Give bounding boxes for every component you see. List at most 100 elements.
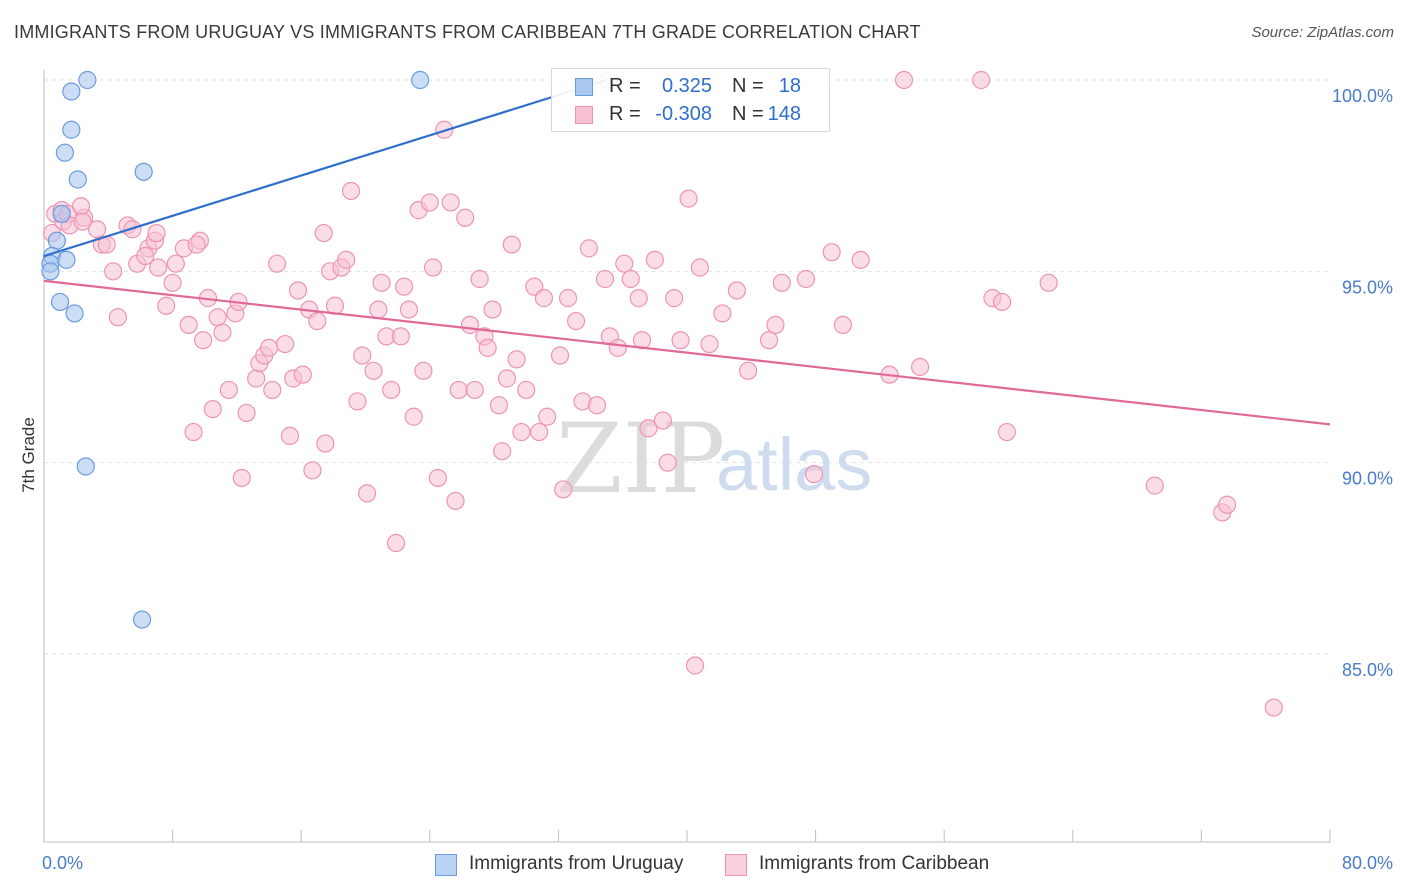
uruguay-point (52, 204, 71, 224)
caribbean-point (308, 311, 327, 331)
uruguay-point (41, 262, 60, 281)
uruguay-point (411, 70, 430, 90)
caribbean-point (530, 422, 549, 442)
caribbean-point (337, 250, 356, 269)
y-axis-label: 7th Grade (19, 417, 38, 493)
uruguay-point (68, 170, 87, 189)
r-label: R = (609, 103, 641, 125)
caribbean-point (157, 296, 176, 315)
n-label: N = (732, 103, 764, 125)
caribbean-point (554, 480, 573, 499)
r-value: -0.308 (655, 103, 712, 125)
caribbean-point (470, 269, 489, 289)
caribbean-point (587, 396, 607, 415)
uruguay-legend-swatch (435, 854, 457, 876)
caribbean-point (166, 254, 185, 273)
caribbean-point (759, 331, 779, 350)
caribbean-point (293, 365, 312, 384)
caribbean-point (71, 197, 91, 216)
caribbean-point (267, 254, 287, 273)
caribbean-point (108, 308, 128, 327)
uruguay-point (62, 82, 81, 101)
caribbean-point (822, 243, 841, 262)
caribbean-point (972, 70, 991, 90)
x-tick-label: 80.0% (1342, 853, 1393, 873)
caribbean-swatch (575, 106, 593, 124)
axes (43, 70, 1331, 843)
caribbean-point (538, 407, 557, 426)
caribbean-point (1264, 698, 1283, 717)
caribbean-point (391, 327, 410, 346)
caribbean-point (493, 442, 512, 461)
caribbean-point (104, 262, 123, 281)
caribbean-point (512, 422, 531, 442)
caribbean-point (894, 70, 914, 90)
uruguay-point (78, 70, 97, 90)
caribbean-point (348, 392, 367, 411)
caribbean-point (615, 254, 634, 273)
caribbean-point (369, 300, 388, 319)
caribbean-point (550, 346, 570, 365)
uruguay-legend-label: Immigrants from Uruguay (469, 853, 684, 874)
source-label: Source: ZipAtlas.com (1251, 24, 1394, 41)
caribbean-point (671, 331, 690, 350)
caribbean-point (558, 289, 578, 308)
caribbean-point (579, 239, 599, 258)
caribbean-point (639, 419, 658, 438)
caribbean-point (997, 422, 1016, 442)
caribbean-point (796, 269, 816, 289)
tick-labels: 85.0% 90.0% 95.0% 100.0% 0.0% 80.0% (42, 86, 1393, 873)
caribbean-point (489, 396, 509, 415)
caribbean-point (478, 338, 497, 357)
caribbean-point (203, 399, 222, 419)
uruguay-point (65, 304, 84, 323)
caribbean-point (460, 315, 480, 335)
caribbean-point (629, 289, 648, 308)
caribbean-point (621, 269, 640, 289)
caribbean-point (280, 426, 300, 445)
caribbean-point (566, 311, 586, 331)
caribbean-point (247, 369, 266, 388)
caribbean-point (314, 223, 333, 243)
caribbean-point (456, 208, 475, 227)
uruguay-point (62, 120, 81, 139)
caribbean-legend-label: Immigrants from Caribbean (759, 853, 990, 874)
r-label: R = (609, 75, 641, 97)
caribbean-point (700, 334, 719, 354)
uruguay-point (132, 610, 152, 629)
uruguay-point (50, 292, 70, 312)
caribbean-point (441, 193, 460, 212)
caribbean-point (237, 403, 256, 423)
caribbean-point (1039, 273, 1058, 292)
uruguay-point (134, 162, 153, 181)
n-label: N = (732, 75, 764, 97)
caribbean-point (147, 223, 166, 243)
uruguay-point (47, 231, 66, 250)
caribbean-legend-swatch (725, 854, 747, 876)
caribbean-point (303, 461, 322, 480)
caribbean-point (399, 300, 419, 319)
uruguay-points (41, 70, 618, 629)
caribbean-point (851, 250, 870, 269)
r-value: 0.325 (661, 75, 712, 97)
uruguay-point (76, 457, 95, 476)
caribbean-points (42, 70, 1283, 717)
caribbean-point (187, 235, 206, 254)
caribbean-point (316, 434, 335, 453)
caribbean-point (394, 277, 414, 296)
caribbean-point (738, 361, 758, 380)
caribbean-point (497, 369, 517, 388)
caribbean-point (414, 361, 433, 380)
caribbean-point (163, 273, 182, 292)
caribbean-trend-line (43, 279, 1331, 426)
caribbean-point (727, 281, 746, 300)
caribbean-point (685, 656, 705, 675)
caribbean-point (665, 289, 684, 308)
uruguay-trend-line (43, 78, 607, 258)
uruguay-point (55, 143, 74, 162)
caribbean-point (263, 380, 282, 400)
uruguay-point (57, 250, 76, 269)
caribbean-point (449, 380, 468, 400)
y-tick-label: 100.0% (1332, 86, 1393, 106)
